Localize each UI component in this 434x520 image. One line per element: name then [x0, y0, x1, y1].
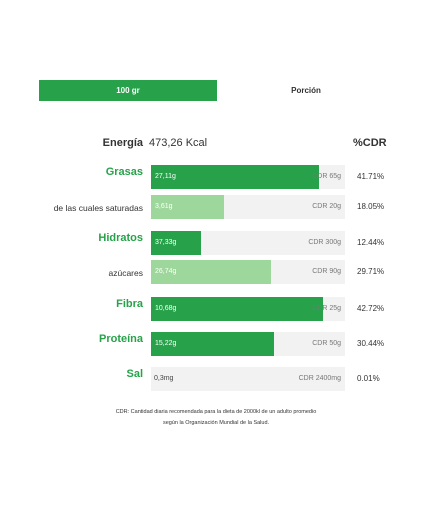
nutrient-row: Fibra 10,68g CDR 25g 42.72% [0, 297, 434, 321]
cdr-reference: CDR 65g [312, 173, 341, 180]
cdr-percentage: 30.44% [357, 339, 385, 348]
nutrient-bar-track: 3,61g CDR 20g [151, 195, 345, 219]
nutrient-bar-track: 10,68g CDR 25g [151, 297, 345, 321]
cdr-reference: CDR 2400mg [298, 375, 341, 382]
cdr-reference: CDR 20g [312, 203, 341, 210]
nutrient-label: Sal [126, 368, 143, 380]
nutrient-amount: 0,3mg [154, 375, 174, 382]
nutrient-bar-track: 27,11g CDR 65g [151, 165, 345, 189]
cdr-reference: CDR 300g [308, 239, 341, 246]
nutrient-bar-fill [151, 297, 323, 321]
footnote-line-1: CDR: Cantidad diaria recomendada para la… [115, 409, 317, 415]
cdr-reference: CDR 50g [312, 340, 341, 347]
nutrient-bar-fill [151, 165, 319, 189]
nutrient-amount: 10,68g [155, 305, 177, 312]
nutrient-row: Sal 0,3mg CDR 2400mg 0.01% [0, 367, 434, 391]
energy-row: Energía 473,26 Kcal %CDR [0, 137, 434, 153]
nutrient-row: de las cuales saturadas 3,61g CDR 20g 18.05… [0, 195, 434, 219]
nutrient-row: Grasas 27,11g CDR 65g 41.71% [0, 165, 434, 189]
nutrient-amount: 26,74g [155, 268, 177, 275]
cdr-percentage: 41.71% [357, 172, 385, 181]
portion-tabs: 100 gr Porción [39, 80, 395, 101]
nutrient-bar-track: 0,3mg CDR 2400mg [151, 367, 345, 391]
cdr-percentage: 18.05% [357, 202, 385, 211]
nutrient-amount: 15,22g [155, 340, 177, 347]
nutrient-bar-fill [151, 195, 224, 219]
nutrient-label: Proteína [98, 333, 143, 345]
cdr-percentage: 29.71% [357, 267, 385, 276]
nutrient-row: Proteína 15,22g CDR 50g 30.44% [0, 332, 434, 356]
tab-100-gr[interactable]: 100 gr [39, 80, 217, 101]
cdr-reference: CDR 90g [312, 268, 341, 275]
energy-label: Energía [102, 137, 143, 149]
nutrient-bar-track: 15,22g CDR 50g [151, 332, 345, 356]
cdr-percentage: 0.01% [357, 374, 380, 383]
nutrient-label: Grasas [105, 166, 143, 178]
tab-porcion[interactable]: Porción [217, 80, 395, 101]
nutrient-label: Fibra [116, 298, 143, 310]
nutrient-bar-track: 26,74g CDR 90g [151, 260, 345, 284]
nutrient-row: Hidratos 37,33g CDR 300g 12.44% [0, 231, 434, 255]
cdr-percentage: 12.44% [357, 238, 385, 247]
cdr-header: %CDR [353, 137, 387, 149]
footnote-line-2: según la Organización Mundial de la Salu… [162, 420, 270, 426]
energy-value: 473,26 Kcal [149, 137, 208, 149]
cdr-footnote: CDR: Cantidad diaria recomendada para la… [60, 407, 372, 429]
nutrient-label: de las cuales saturadas [53, 203, 143, 213]
nutrient-amount: 37,33g [155, 239, 177, 246]
nutrient-bar-fill [151, 332, 274, 356]
nutrient-bar-fill [151, 260, 271, 284]
cdr-percentage: 42.72% [357, 304, 385, 313]
nutrient-label: Hidratos [98, 232, 143, 244]
nutrient-row: azúcares 26,74g CDR 90g 29.71% [0, 260, 434, 284]
nutrient-amount: 3,61g [155, 203, 173, 210]
nutrient-bar-fill [151, 231, 201, 255]
nutrient-amount: 27,11g [155, 173, 176, 180]
nutrient-label: azúcares [108, 268, 144, 278]
nutrient-bar-track: 37,33g CDR 300g [151, 231, 345, 255]
cdr-reference: CDR 25g [312, 305, 341, 312]
